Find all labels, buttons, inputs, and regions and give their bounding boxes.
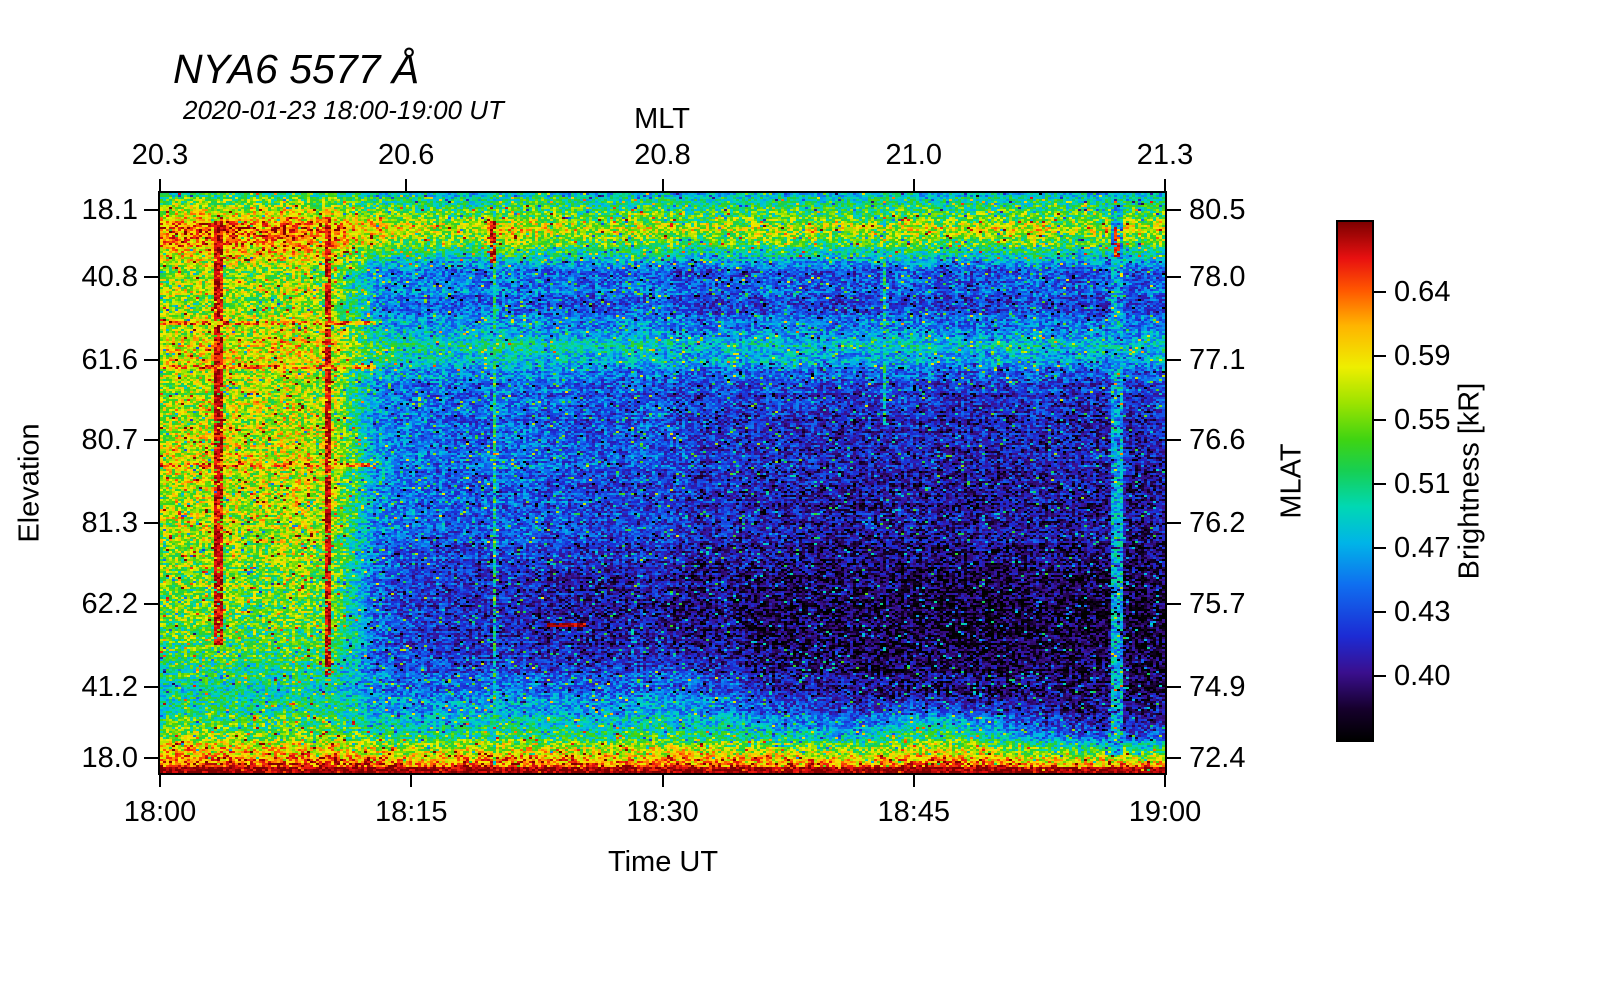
colorbar-tick-label: 0.47 (1394, 532, 1451, 565)
colorbar-tick-label: 0.64 (1394, 275, 1451, 308)
x-axis-tick (661, 775, 664, 787)
y-right-tick-label: 76.2 (1189, 507, 1246, 540)
y-left-tick (144, 276, 158, 279)
top-axis-tick (1164, 179, 1166, 191)
y-left-tick-label: 81.3 (81, 507, 138, 540)
colorbar-tick (1374, 675, 1386, 678)
y-right-tick (1167, 439, 1181, 442)
colorbar-tick (1374, 290, 1386, 293)
colorbar-tick-label: 0.43 (1394, 596, 1451, 629)
colorbar-tick (1374, 611, 1386, 614)
y-left-tick (144, 522, 158, 525)
x-axis-tick-label: 18:30 (626, 796, 699, 828)
y-left-tick (144, 756, 158, 759)
y-right-tick-label: 72.4 (1189, 741, 1246, 774)
x-axis-tick-label: 18:45 (877, 796, 951, 828)
x-axis-tick (159, 775, 161, 787)
y-left-tick (144, 686, 158, 689)
top-axis-tick (405, 179, 408, 191)
chart-subtitle: 2020-01-23 18:00-19:00 UT (183, 95, 504, 125)
y-right-tick-label: 75.7 (1189, 588, 1246, 621)
y-left-tick-label: 61.6 (81, 344, 138, 377)
x-axis-tick-label: 18:15 (374, 796, 448, 828)
chart-title: NYA6 5577 Å (173, 46, 420, 92)
x-axis-tick (410, 775, 413, 787)
y-left-tick (144, 359, 158, 362)
x-axis-tick-label: 19:00 (1128, 796, 1202, 828)
y-left-tick-label: 62.2 (81, 588, 138, 621)
y-right-tick (1167, 686, 1181, 689)
x-axis-label: Time UT (607, 846, 719, 878)
colorbar-tick (1374, 355, 1386, 358)
colorbar-tick-label: 0.40 (1394, 660, 1451, 693)
y-left-tick-label: 18.0 (81, 741, 138, 774)
y-left-tick-label: 40.8 (81, 261, 138, 294)
top-axis-label: MLT (634, 103, 690, 135)
top-axis-tick (661, 179, 664, 191)
top-axis-tick-label: 20.3 (131, 139, 189, 171)
top-axis-tick-label: 21.0 (885, 139, 942, 171)
top-axis-tick-label: 20.6 (377, 139, 435, 171)
colorbar-tick (1374, 418, 1386, 421)
top-axis-tick-label: 21.3 (1136, 139, 1194, 171)
y-left-tick-label: 18.1 (81, 193, 138, 226)
plot-frame (158, 191, 1167, 775)
colorbar-tick-label: 0.51 (1394, 468, 1451, 501)
colorbar-tick-label: 0.55 (1394, 403, 1451, 436)
y-left-tick (144, 439, 158, 442)
x-axis-tick-label: 18:00 (123, 796, 197, 828)
y-right-tick-label: 78.0 (1189, 261, 1246, 294)
heatmap-image (160, 193, 1165, 773)
y-right-tick-label: 74.9 (1189, 671, 1246, 704)
y-right-tick-label: 80.5 (1189, 193, 1246, 226)
colorbar-tick-label: 0.59 (1394, 340, 1451, 373)
colorbar-tick (1374, 547, 1386, 550)
x-axis-tick (912, 775, 915, 787)
y-left-tick (144, 603, 158, 606)
top-axis-tick (159, 179, 161, 191)
y-left-tick-label: 80.7 (81, 424, 138, 457)
top-axis-tick (912, 179, 915, 191)
y-right-tick (1167, 359, 1181, 362)
y-left-tick (144, 208, 158, 211)
colorbar-gradient (1336, 220, 1374, 742)
y-right-tick (1167, 522, 1181, 525)
y-right-tick-label: 77.1 (1189, 344, 1246, 377)
y-right-tick (1167, 603, 1181, 606)
y-left-tick-label: 41.2 (81, 671, 138, 704)
y-left-axis-label: Elevation (13, 423, 46, 543)
y-right-tick (1167, 756, 1181, 759)
y-right-tick (1167, 276, 1181, 279)
top-axis-tick-label: 20.8 (634, 139, 691, 171)
y-right-tick-label: 76.6 (1189, 424, 1246, 457)
y-right-tick (1167, 208, 1181, 211)
x-axis-tick (1164, 775, 1166, 787)
colorbar-tick (1374, 483, 1386, 486)
